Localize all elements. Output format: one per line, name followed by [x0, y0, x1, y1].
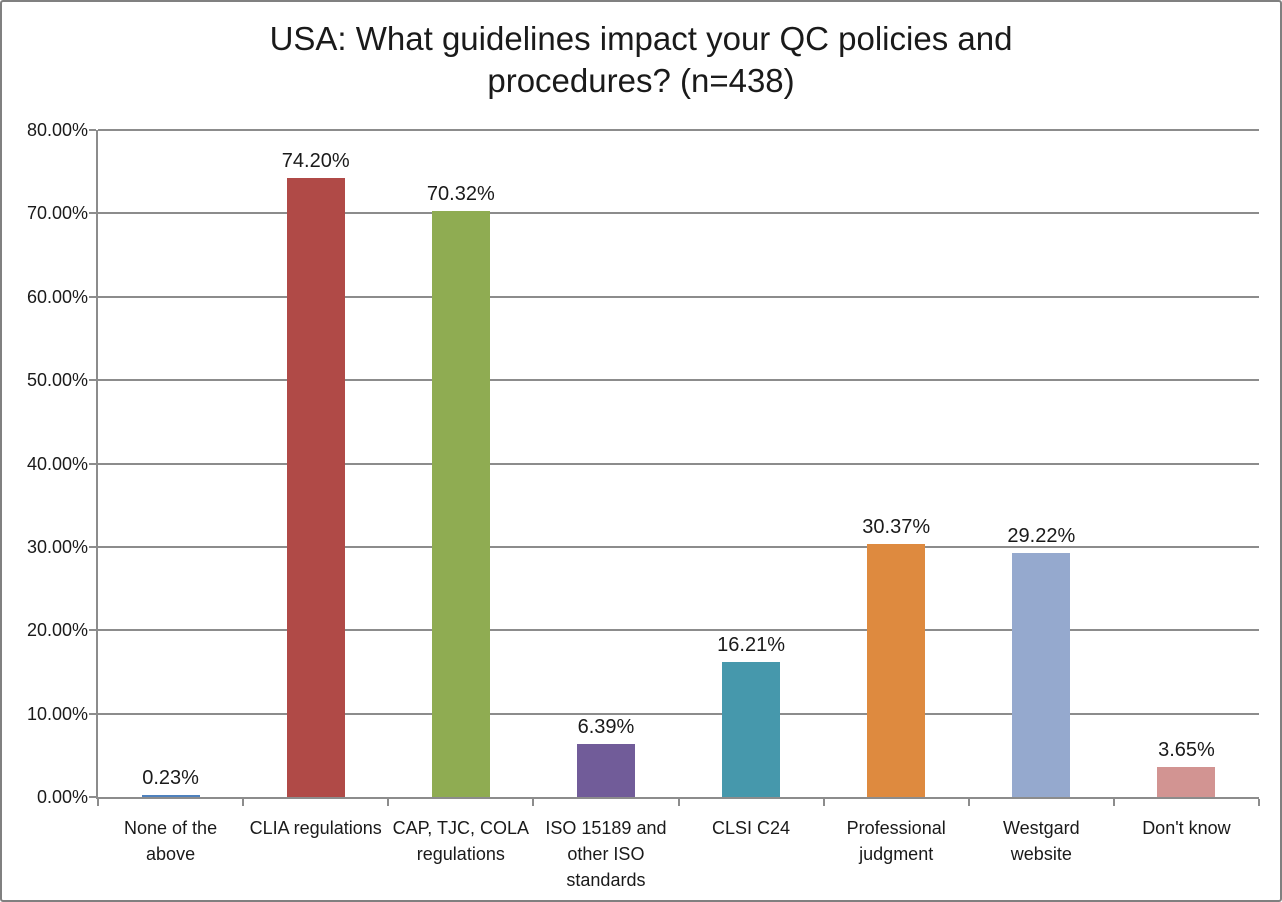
bar: [431, 210, 490, 797]
gridline: [98, 295, 1259, 298]
bar: [867, 543, 926, 797]
bar: [722, 661, 781, 797]
bar: [286, 178, 345, 797]
y-axis-tick: [89, 796, 96, 798]
gridline: [98, 129, 1259, 131]
gridline: [98, 462, 1259, 465]
y-axis-tick-label: 80.00%: [26, 120, 88, 140]
category-label: CAP, TJC, COLA regulations: [392, 818, 529, 864]
x-axis-tick: [532, 799, 535, 806]
chart-title: USA: What guidelines impact your QC poli…: [2, 18, 1280, 102]
y-axis-tick-label: 30.00%: [26, 536, 88, 557]
x-axis-line: [96, 797, 1259, 799]
category-label: CLSI C24: [712, 818, 791, 838]
bar-value-label: 16.21%: [717, 633, 785, 656]
y-axis-line: [96, 130, 98, 797]
x-axis-tick: [1258, 799, 1260, 806]
y-axis-tick-label: 0.00%: [36, 787, 88, 807]
bar-value-label: 74.20%: [281, 150, 350, 173]
bar-value-label: 70.32%: [426, 182, 495, 205]
y-axis-tick: [89, 212, 96, 215]
x-axis-tick: [1112, 799, 1115, 806]
category-label: Don't know: [1142, 818, 1231, 838]
y-axis-tick: [89, 629, 96, 632]
bar: [1012, 553, 1071, 797]
category-label: CLIA regulations: [249, 818, 382, 838]
gridline: [98, 545, 1259, 548]
y-axis-tick-label: 10.00%: [26, 703, 88, 724]
bar: [141, 795, 200, 797]
gridline: [98, 212, 1259, 215]
y-axis-tick: [89, 545, 96, 548]
bar-value-label: 3.65%: [1158, 738, 1215, 761]
plot-area: 0.00% 10.00% 20.00% 30.00% 40.00% 50.00% 60.00…: [27, 120, 1260, 890]
y-axis-tick-label: 70.00%: [26, 203, 88, 224]
bar: [1157, 766, 1216, 797]
y-axis-tick: [89, 462, 96, 465]
chart-title-text: USA: What guidelines impact your QC poli…: [269, 20, 1013, 99]
y-axis-tick: [89, 129, 96, 131]
category-label: ISO 15189 and other ISO standards: [545, 818, 667, 890]
bar-value-label: 0.23%: [142, 767, 199, 790]
x-axis-tick: [97, 799, 99, 806]
y-axis-tick-label: 40.00%: [26, 453, 88, 474]
category-label: Professional judgment: [846, 818, 946, 864]
x-axis-tick: [967, 799, 970, 806]
y-axis-tick: [89, 712, 96, 715]
gridline: [98, 629, 1259, 632]
bar: [576, 743, 635, 797]
x-axis-tick: [242, 799, 245, 806]
bar-value-label: 6.39%: [577, 715, 635, 738]
y-axis-tick: [89, 379, 96, 382]
y-axis-tick-label: 50.00%: [26, 370, 88, 391]
bar-value-label: 29.22%: [1007, 525, 1076, 548]
x-axis-tick: [387, 799, 390, 806]
bar-value-label: 30.37%: [862, 515, 931, 538]
gridline: [98, 379, 1259, 382]
category-label: Westgard website: [1002, 818, 1080, 864]
category-label: None of the above: [124, 818, 218, 864]
gridline: [98, 712, 1259, 715]
y-axis-tick-label: 20.00%: [26, 620, 88, 641]
x-axis-tick: [677, 799, 680, 806]
y-axis-tick-label: 60.00%: [26, 286, 88, 307]
x-axis-tick: [822, 799, 825, 806]
y-axis-tick: [89, 295, 96, 298]
